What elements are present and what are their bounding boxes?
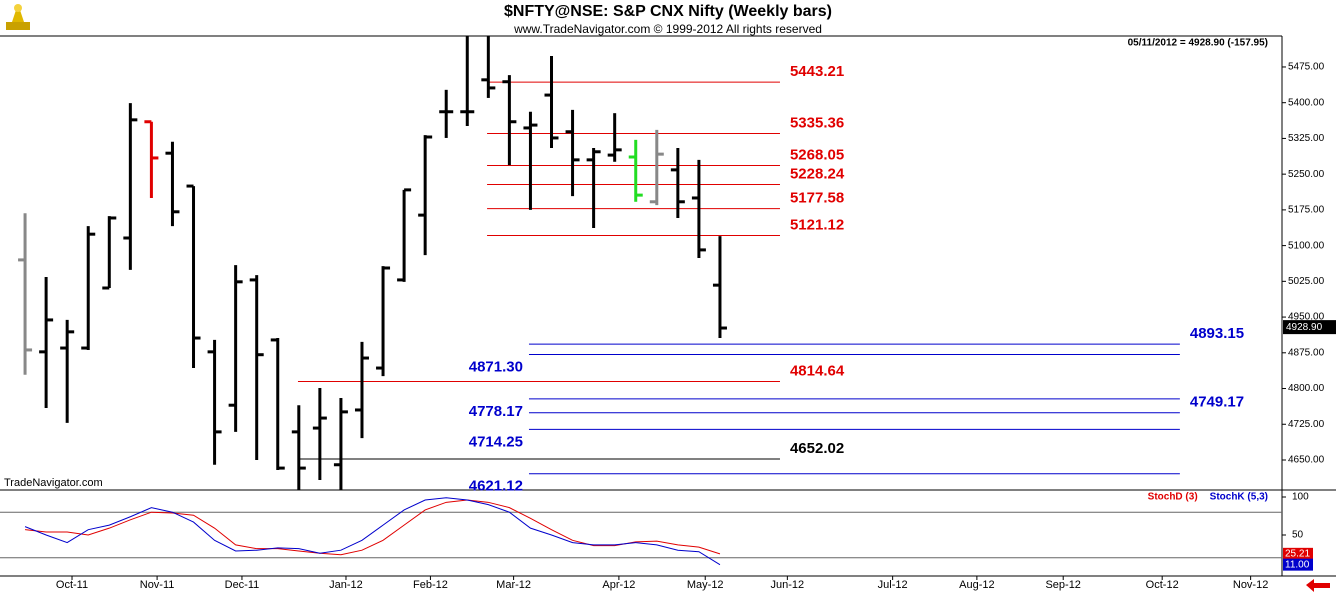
x-tick-label: Nov-12 bbox=[1233, 579, 1268, 591]
level-label: 4749.17 bbox=[1190, 394, 1244, 411]
last-value-label: 11.00 bbox=[1285, 559, 1310, 570]
x-tick-label: Jul-12 bbox=[878, 579, 908, 591]
legend-label: StochK (5,3) bbox=[1210, 492, 1268, 503]
x-tick-label: Jan-12 bbox=[329, 579, 363, 591]
y-tick-label: 5175.00 bbox=[1288, 205, 1325, 216]
last-price-tag bbox=[1283, 320, 1336, 335]
y-tick-label: 5400.00 bbox=[1288, 97, 1325, 108]
y-tick-label: 4800.00 bbox=[1288, 383, 1325, 394]
y-tick-label: 50 bbox=[1292, 530, 1304, 541]
level-label: 5335.36 bbox=[790, 114, 844, 131]
y-tick-label: 5475.00 bbox=[1288, 62, 1325, 73]
stoch-line bbox=[25, 499, 721, 556]
y-tick-label: 100 bbox=[1292, 492, 1309, 503]
x-tick-label: Feb-12 bbox=[413, 579, 448, 591]
y-tick-label: 5025.00 bbox=[1288, 276, 1325, 287]
level-label: 4621.12 bbox=[469, 478, 523, 495]
y-tick-label: 4875.00 bbox=[1288, 347, 1325, 358]
stoch-line bbox=[24, 497, 721, 566]
scroll-arrow[interactable] bbox=[1306, 579, 1330, 592]
chart-subtitle: www.TradeNavigator.com © 1999-2012 All r… bbox=[513, 22, 822, 36]
level-label: 5177.58 bbox=[790, 190, 844, 207]
level-label: 5121.12 bbox=[790, 217, 844, 234]
legend: StochK (5,3) StochD (3) bbox=[1148, 492, 1268, 503]
x-tick-label: Oct-11 bbox=[56, 579, 88, 591]
x-tick-label: Mar-12 bbox=[496, 579, 531, 591]
level-label: 5268.05 bbox=[790, 147, 844, 164]
chart-title: $NFTY@NSE: S&P CNX Nifty (Weekly bars) bbox=[504, 3, 832, 20]
y-tick-label: 4725.00 bbox=[1288, 419, 1325, 430]
last-value-tag bbox=[1283, 558, 1313, 571]
x-tick-label: Aug-12 bbox=[959, 579, 994, 591]
level-label: 4814.64 bbox=[790, 363, 845, 380]
y-tick-label: 5325.00 bbox=[1288, 133, 1325, 144]
level-label: 4778.17 bbox=[469, 403, 523, 420]
watermark: TradeNavigator.com bbox=[4, 477, 103, 489]
logo bbox=[6, 4, 30, 30]
legend-label: StochD (3) bbox=[1148, 492, 1198, 503]
level-label: 4652.02 bbox=[790, 440, 844, 457]
level-label: 4893.15 bbox=[1190, 325, 1244, 342]
last-value-label: 25.21 bbox=[1285, 548, 1310, 559]
x-tick-label: Sep-12 bbox=[1045, 579, 1080, 591]
last-price-label: 4928.90 bbox=[1286, 322, 1323, 333]
level-label: 4871.30 bbox=[469, 359, 523, 376]
level-label: 5228.24 bbox=[790, 165, 845, 182]
x-tick-label: Nov-11 bbox=[140, 579, 175, 591]
x-tick-label: Oct-12 bbox=[1146, 579, 1179, 591]
x-tick-label: Dec-11 bbox=[225, 579, 260, 591]
y-tick-label: 4650.00 bbox=[1288, 455, 1325, 466]
y-tick-label: 5250.00 bbox=[1288, 169, 1325, 180]
x-tick-label: Apr-12 bbox=[602, 579, 635, 591]
y-tick-label: 5100.00 bbox=[1288, 240, 1325, 251]
y-tick-label: 4950.00 bbox=[1288, 312, 1325, 323]
level-label: 5443.21 bbox=[790, 63, 844, 80]
x-tick-label: May-12 bbox=[687, 579, 724, 591]
x-tick-label: Jun-12 bbox=[771, 579, 805, 591]
price-info: 05/11/2012 = 4928.90 (-157.95) bbox=[1128, 38, 1268, 49]
last-value-tag bbox=[1283, 547, 1313, 560]
level-label: 4714.25 bbox=[469, 433, 523, 450]
